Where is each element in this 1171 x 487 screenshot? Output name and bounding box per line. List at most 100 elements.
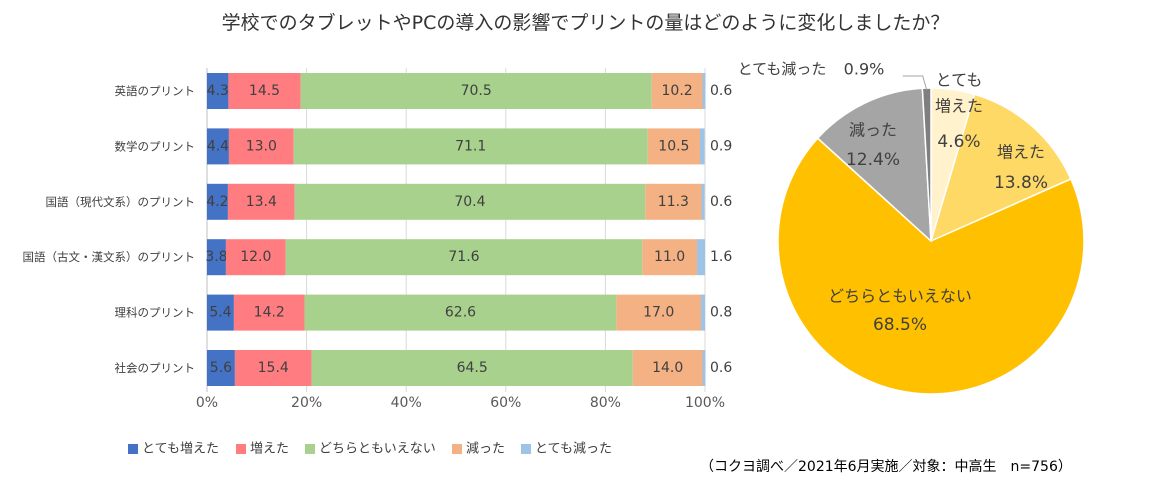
- bar-segment: [228, 73, 301, 109]
- bar-segment: [225, 239, 286, 276]
- bar-segment: [207, 128, 229, 165]
- bar-segment: [645, 183, 702, 220]
- data-label: 71.6: [448, 249, 479, 265]
- bar-segment: [701, 294, 705, 331]
- data-label: 14.5: [249, 83, 280, 99]
- x-tick-label: 100%: [685, 395, 725, 411]
- data-label: 64.5: [457, 360, 488, 376]
- bar-segment: [616, 294, 702, 331]
- x-tick-label: 20%: [291, 395, 322, 411]
- data-label: 11.0: [654, 249, 685, 265]
- data-label: 70.5: [461, 83, 492, 99]
- legend-label: 減った: [466, 441, 505, 457]
- pie-label: とても: [936, 71, 983, 90]
- pie-value: 4.6%: [937, 132, 980, 152]
- data-label: 0.6: [710, 83, 732, 99]
- data-label: 12.0: [240, 249, 271, 265]
- data-label: 13.4: [246, 194, 277, 210]
- legend-swatch: [452, 444, 462, 454]
- bar-segment: [233, 294, 305, 331]
- bar-segment: [207, 239, 226, 276]
- category-label: 社会のプリント: [115, 361, 196, 375]
- bar-segment: [651, 73, 703, 109]
- legend-label: どちらともいえない: [319, 442, 436, 457]
- data-label: 0.6: [710, 194, 732, 210]
- category-label: 理科のプリント: [115, 306, 196, 320]
- bar-segment: [632, 350, 703, 386]
- bar-segment: [285, 239, 643, 276]
- chart-title: 学校でのタブレットやPCの導入の影響でプリントの量はどのように変化しましたか？: [221, 12, 950, 34]
- bar-segment: [311, 350, 633, 386]
- bar-segment: [207, 294, 234, 331]
- pie-slice: [777, 137, 1085, 395]
- bar-segment: [702, 350, 706, 386]
- bar-segment: [702, 73, 706, 109]
- bar-segment: [294, 183, 646, 220]
- pie-value: 13.8%: [994, 173, 1048, 193]
- data-label: 10.5: [658, 138, 689, 154]
- category-label: 英語のプリント: [115, 84, 196, 98]
- legend-swatch: [236, 444, 246, 454]
- pie-label: 増えた: [997, 143, 1045, 162]
- legend-label: とても増えた: [142, 442, 219, 457]
- data-label: 5.6: [210, 360, 232, 376]
- pie-label: とても減った: [738, 60, 827, 78]
- data-label: 17.0: [643, 305, 674, 321]
- data-label: 0.9: [710, 138, 732, 154]
- data-label: 3.8: [205, 249, 227, 265]
- data-label: 62.6: [445, 305, 476, 321]
- bar-segment: [700, 128, 705, 165]
- data-label: 14.2: [254, 305, 285, 321]
- pie-slice: [816, 87, 932, 243]
- data-label: 4.4: [207, 138, 229, 154]
- data-label: 0.6: [710, 360, 732, 376]
- bar-segment: [697, 239, 705, 276]
- bar-segment: [234, 350, 312, 386]
- pie-value: 0.9%: [844, 60, 885, 79]
- category-label: 数学のプリント: [115, 139, 196, 153]
- legend-swatch: [521, 444, 531, 454]
- data-label: 4.3: [207, 83, 229, 99]
- category-label: 国語（現代文系）のプリント: [46, 195, 196, 209]
- data-label: 1.6: [710, 249, 732, 265]
- x-tick-label: 40%: [391, 395, 422, 411]
- data-label: 71.1: [455, 138, 486, 154]
- data-label: 4.2: [206, 194, 228, 210]
- legend-label: 増えた: [250, 442, 289, 457]
- data-label: 13.0: [246, 138, 277, 154]
- pie-label: 増えた: [935, 97, 983, 116]
- data-label: 10.2: [662, 83, 693, 99]
- bar-segment: [228, 128, 294, 165]
- bar-segment: [207, 183, 228, 220]
- bar-segment: [207, 350, 235, 386]
- data-label: 5.4: [209, 305, 231, 321]
- data-label: 14.0: [652, 360, 683, 376]
- bar-segment: [647, 128, 701, 165]
- x-tick-label: 80%: [590, 395, 621, 411]
- source-note: （コクヨ調べ／2021年6月実施／対象：中高生 n=756）: [700, 459, 1072, 475]
- bar-segment: [207, 73, 229, 109]
- legend-swatch: [128, 444, 138, 454]
- legend-swatch: [305, 444, 315, 454]
- data-label: 15.4: [258, 360, 289, 376]
- pie-label: どちらともいえない: [828, 287, 972, 306]
- x-tick-label: 60%: [490, 395, 521, 411]
- legend-label: とても減った: [535, 441, 612, 457]
- data-label: 11.3: [658, 194, 689, 210]
- bar-segment: [227, 183, 295, 220]
- bar-segment: [701, 183, 705, 220]
- data-label: 70.4: [454, 194, 485, 210]
- data-label: 0.8: [710, 305, 732, 321]
- pie-value: 12.4%: [846, 150, 900, 170]
- bar-segment: [642, 239, 698, 276]
- bar-segment: [304, 294, 617, 331]
- pie-leader-line: [902, 75, 928, 91]
- bar-segment: [293, 128, 648, 165]
- x-tick-label: 0%: [196, 395, 218, 411]
- pie-value: 68.5%: [873, 315, 927, 335]
- category-label: 国語（古文・漢文系）のプリント: [23, 250, 196, 264]
- pie-slice: [929, 93, 1072, 243]
- bar-segment: [300, 73, 652, 109]
- pie-label: 減った: [849, 121, 897, 140]
